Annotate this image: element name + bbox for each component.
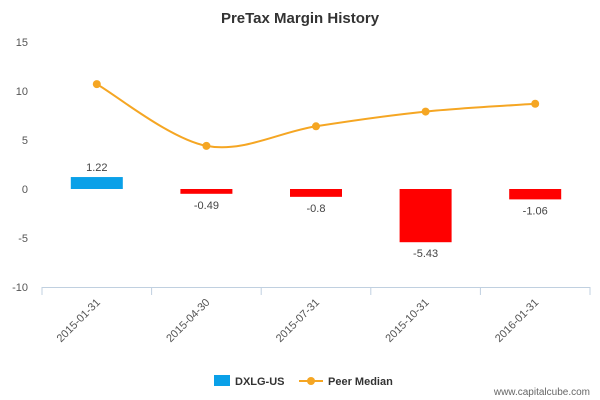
bar[interactable] <box>180 189 233 194</box>
x-tick-label: 2015-04-30 <box>164 297 212 345</box>
y-axis: -10 -5 0 5 10 15 <box>12 37 28 294</box>
x-tick-label: 2015-07-31 <box>274 297 322 345</box>
line-point[interactable] <box>421 107 430 116</box>
y-tick-label: 10 <box>16 86 28 98</box>
x-tick-label: 2016-01-31 <box>493 297 541 345</box>
x-tick-label: 2015-10-31 <box>383 297 431 345</box>
peer-median-line <box>96 83 536 149</box>
line-point[interactable] <box>312 122 320 131</box>
y-tick-label: 0 <box>22 184 28 196</box>
x-tick-label: 2015-01-31 <box>55 297 103 345</box>
bar[interactable] <box>509 189 562 200</box>
credit-text: www.capitalcube.com <box>493 387 590 398</box>
y-tick-label: -5 <box>18 233 28 245</box>
line-series <box>92 80 540 150</box>
bar[interactable] <box>399 189 452 243</box>
line-point[interactable] <box>531 99 540 108</box>
legend-item-line[interactable]: Peer Median <box>299 376 393 388</box>
bar-data-label: -0.49 <box>194 200 219 212</box>
x-axis: 2015-01-31 2015-04-30 2015-07-31 2015-10-31… <box>41 287 591 345</box>
bar-data-label: -0.8 <box>307 203 326 215</box>
legend-label-line: Peer Median <box>328 376 393 388</box>
y-tick-label: -10 <box>12 282 28 294</box>
legend-swatch-bar <box>214 375 230 386</box>
bar-data-label: -1.06 <box>523 205 548 217</box>
chart-title: PreTax Margin History <box>221 10 380 27</box>
legend-item-bar[interactable]: DXLG-US <box>214 375 285 388</box>
bar[interactable] <box>290 189 342 197</box>
line-point[interactable] <box>202 141 211 150</box>
data-labels: 1.22 -0.49 -0.8 -5.43 -1.06 <box>86 162 548 260</box>
line-point[interactable] <box>92 80 101 89</box>
legend-label-bar: DXLG-US <box>235 376 285 388</box>
bar-series <box>70 177 562 243</box>
legend-marker-line <box>307 377 315 385</box>
bar-data-label: 1.22 <box>86 162 107 174</box>
bar[interactable] <box>70 177 123 189</box>
y-tick-label: 15 <box>16 37 28 49</box>
y-tick-label: 5 <box>22 135 28 147</box>
bar-data-label: -5.43 <box>413 248 438 260</box>
legend: DXLG-US Peer Median <box>214 375 393 388</box>
